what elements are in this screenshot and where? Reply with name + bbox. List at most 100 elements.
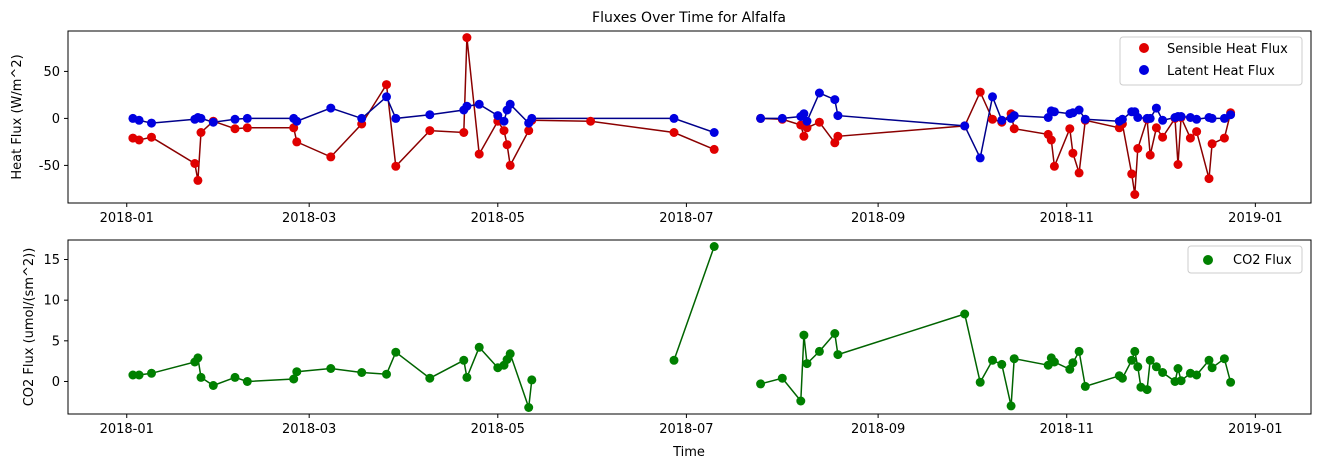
legend-marker-latent (1139, 65, 1149, 75)
data-point (777, 113, 787, 123)
data-point (524, 126, 534, 136)
data-point (425, 110, 435, 120)
data-point (1173, 364, 1183, 373)
data-point (1192, 114, 1202, 124)
data-point (242, 377, 252, 386)
y-tick-label: 15 (43, 253, 60, 268)
co2-flux-panel: CO2 Flux (umol/(sm^2)) Time CO2 Flux 201… (22, 239, 1312, 460)
data-point (208, 117, 218, 127)
data-point (208, 381, 218, 390)
data-point (833, 111, 843, 121)
legend-label-co2: CO2 Flux (1233, 253, 1292, 268)
data-point (289, 374, 299, 384)
data-point (1080, 381, 1090, 391)
data-point (357, 113, 367, 123)
data-point (777, 373, 787, 383)
data-point (326, 364, 336, 373)
data-point (1207, 363, 1217, 373)
data-point (527, 113, 537, 123)
data-point (1074, 105, 1084, 115)
data-point (134, 370, 144, 380)
data-point (190, 159, 200, 168)
legend-marker-co2 (1203, 255, 1213, 265)
legend-marker-sensible (1139, 43, 1149, 53)
data-point (1192, 127, 1202, 137)
data-point (756, 379, 766, 389)
data-point (459, 355, 469, 365)
x-tick-label: 2018-01 (100, 422, 154, 437)
heat-flux-panel: Fluxes Over Time for Alfalfa Heat Flux (… (10, 10, 1312, 226)
data-point (669, 113, 679, 123)
x-tick-label: 2018-09 (851, 211, 905, 226)
data-point (230, 372, 240, 382)
data-point (502, 140, 512, 150)
data-point (292, 116, 302, 126)
data-point (1009, 354, 1019, 364)
data-point (1158, 115, 1168, 125)
data-point (1226, 110, 1236, 120)
data-point (1117, 373, 1127, 383)
data-point (799, 330, 809, 340)
data-point (1158, 132, 1168, 142)
data-point (505, 99, 515, 109)
data-point (960, 121, 970, 131)
data-point (1080, 114, 1090, 124)
data-point (814, 117, 824, 127)
y-axis-label: CO2 Flux (umol/(sm^2)) (22, 248, 37, 407)
data-point (1192, 370, 1202, 380)
data-point (1009, 111, 1019, 121)
data-point (802, 116, 812, 126)
data-point (814, 346, 824, 356)
x-tick-label: 2019-01 (1228, 422, 1282, 437)
data-point (1049, 107, 1059, 117)
data-point (1127, 355, 1137, 365)
data-point (425, 126, 435, 136)
data-point (462, 33, 472, 43)
data-point (709, 144, 719, 154)
x-tick-label: 2018-11 (1040, 211, 1094, 226)
y-axis-label: Heat Flux (W/m^2) (10, 54, 25, 179)
data-point (997, 359, 1007, 369)
data-point (975, 377, 985, 387)
data-point (462, 372, 472, 382)
data-point (802, 359, 812, 369)
data-point (505, 160, 515, 170)
data-point (1204, 174, 1214, 184)
data-point (1158, 368, 1168, 377)
data-point (382, 92, 391, 102)
data-point (1117, 114, 1127, 124)
data-point (147, 368, 156, 378)
data-point (669, 355, 679, 365)
data-point (975, 153, 985, 163)
data-point (830, 95, 840, 105)
data-point (709, 128, 719, 137)
data-point (756, 113, 766, 123)
data-point (830, 329, 840, 338)
data-point (1049, 161, 1059, 171)
x-tick-label: 2018-07 (659, 211, 713, 226)
data-point (997, 115, 1007, 125)
data-point (391, 161, 401, 171)
data-point (1133, 113, 1143, 122)
data-point (1065, 124, 1075, 134)
data-point (474, 149, 484, 159)
series-line (673, 246, 715, 361)
data-point (586, 116, 596, 126)
data-point (196, 128, 206, 137)
legend-label-latent: Latent Heat Flux (1167, 64, 1275, 79)
data-point (1151, 123, 1161, 133)
series-line (132, 37, 715, 181)
data-point (474, 342, 484, 352)
data-point (709, 242, 719, 251)
data-point (1068, 358, 1078, 368)
data-point (193, 353, 203, 363)
data-point (193, 175, 203, 185)
y-tick-label: 0 (52, 375, 60, 390)
data-point (1176, 376, 1186, 386)
data-point (833, 350, 843, 360)
data-point (814, 88, 824, 98)
data-point (326, 103, 336, 113)
data-point (1176, 112, 1186, 121)
heat-flux-plot-area (128, 33, 1236, 199)
legend: CO2 Flux (1187, 245, 1303, 274)
